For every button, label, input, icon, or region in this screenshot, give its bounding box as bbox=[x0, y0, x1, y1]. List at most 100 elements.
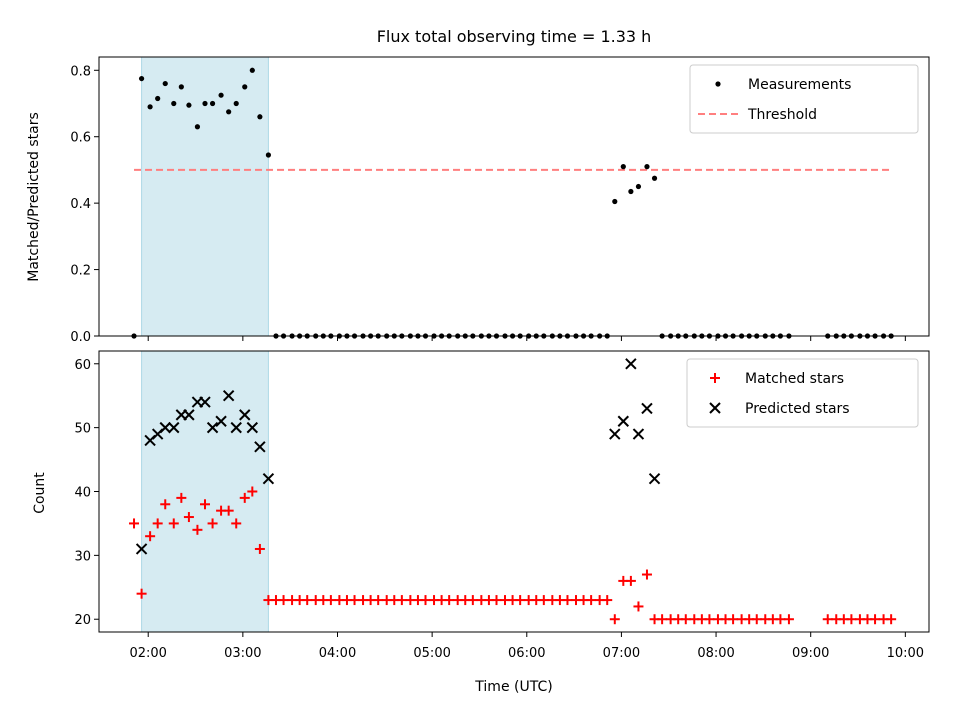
predicted-star-stroke bbox=[159, 421, 171, 434]
shaded-region bbox=[141, 56, 269, 337]
predicted-star-point bbox=[617, 415, 630, 427]
matched-star-point bbox=[444, 595, 455, 606]
bottom-legend: Matched stars Predicted stars bbox=[686, 358, 919, 428]
predicted-star-point bbox=[254, 441, 266, 453]
matched-star-point bbox=[586, 595, 597, 606]
legend-label: Threshold bbox=[747, 107, 817, 123]
matched-star-point bbox=[609, 614, 620, 625]
matched-star-point bbox=[239, 492, 250, 503]
legend-box bbox=[689, 64, 919, 134]
predicted-star-point bbox=[206, 421, 219, 434]
y-tick-label: 0.2 bbox=[70, 264, 91, 279]
measurement-point bbox=[194, 124, 201, 130]
legend-label: Predicted stars bbox=[745, 401, 850, 417]
bottom-panel: 20 30 40 50 60 02:00 03:00 04:00 05:00 06:00 07:00… bbox=[74, 350, 930, 661]
x-tick-label: 02:00 bbox=[129, 646, 166, 661]
y-tick-label: 20 bbox=[74, 613, 91, 628]
matched-star-point bbox=[846, 614, 857, 625]
matched-star-point bbox=[136, 588, 147, 599]
legend-measurement-marker bbox=[715, 81, 721, 87]
measurement-point bbox=[644, 164, 650, 170]
top-legend: Measurements Threshold bbox=[689, 64, 919, 134]
matched-star-point bbox=[183, 512, 194, 523]
predicted-star-stroke bbox=[199, 396, 211, 408]
matched-star-point bbox=[192, 524, 203, 535]
matched-star-point bbox=[396, 595, 407, 606]
predicted-star-stroke bbox=[222, 389, 235, 402]
matched-star-point bbox=[223, 505, 234, 516]
x-axis-label: Time (UTC) bbox=[474, 679, 552, 695]
matched-star-point bbox=[641, 569, 652, 580]
matched-star-point bbox=[625, 575, 636, 586]
measurement-point bbox=[171, 100, 177, 107]
matched-star-point bbox=[420, 595, 431, 606]
predicted-star-stroke bbox=[648, 473, 661, 485]
measurement-point bbox=[226, 109, 232, 115]
predicted-star-stroke bbox=[262, 473, 275, 485]
measurement-point bbox=[620, 164, 626, 170]
measurement-point bbox=[186, 102, 192, 108]
x-tick-label: 07:00 bbox=[603, 646, 640, 661]
matched-star-point bbox=[515, 595, 526, 606]
matched-star-point bbox=[207, 518, 218, 529]
measurement-point bbox=[242, 84, 248, 90]
axes-frame bbox=[98, 350, 930, 633]
measurement-point bbox=[162, 80, 168, 87]
matched-star-point bbox=[491, 595, 502, 606]
predicted-star-point bbox=[199, 396, 211, 408]
measurement-point bbox=[635, 183, 642, 190]
matched-star-point bbox=[728, 614, 739, 625]
top-panel: 0.0 0.2 0.4 0.6 0.8 bbox=[70, 56, 930, 345]
predicted-star-point bbox=[246, 421, 259, 434]
matched-star-point bbox=[302, 595, 313, 606]
x-tick-label: 09:00 bbox=[792, 646, 829, 661]
predicted-star-point bbox=[641, 402, 653, 415]
x-tick-label: 08:00 bbox=[697, 646, 734, 661]
y-tick-label: 50 bbox=[74, 422, 91, 437]
y-tick-label: 0.4 bbox=[70, 197, 91, 212]
measurement-point bbox=[202, 100, 208, 107]
measurement-point bbox=[651, 175, 658, 181]
matched-star-point bbox=[247, 486, 258, 497]
predicted-star-stroke bbox=[230, 421, 242, 434]
y-tick-label: 30 bbox=[74, 549, 91, 564]
legend-label: Measurements bbox=[748, 77, 851, 93]
measurement-point bbox=[249, 67, 255, 73]
matched-star-point bbox=[467, 595, 478, 606]
predicted-star-stroke bbox=[609, 428, 621, 440]
matched-star-point bbox=[602, 595, 613, 606]
matched-star-point bbox=[870, 614, 881, 625]
x-tick-label: 10:00 bbox=[887, 646, 924, 661]
chart-title: Flux total observing time = 1.33 h bbox=[377, 27, 652, 46]
matched-star-point bbox=[657, 614, 668, 625]
matched-star-point bbox=[349, 595, 360, 606]
matched-star-point bbox=[562, 595, 573, 606]
matched-star-point bbox=[176, 492, 187, 503]
y-tick-label: 60 bbox=[74, 358, 91, 373]
predicted-star-point bbox=[609, 428, 621, 440]
matched-star-point bbox=[822, 614, 833, 625]
predicted-star-stroke bbox=[215, 415, 227, 427]
x-tick-label: 04:00 bbox=[319, 646, 356, 661]
matched-star-point bbox=[129, 518, 140, 529]
measurement-point bbox=[178, 84, 184, 90]
matched-star-point bbox=[199, 499, 210, 510]
predicted-star-point bbox=[159, 421, 171, 434]
y-tick-label: 0.0 bbox=[70, 330, 91, 345]
y-tick-label: 40 bbox=[74, 486, 91, 501]
predicted-star-stroke bbox=[183, 409, 195, 421]
matched-star-point bbox=[231, 518, 242, 529]
measurement-point bbox=[209, 100, 216, 107]
x-tick-label: 05:00 bbox=[413, 646, 450, 661]
measurement-point bbox=[138, 75, 145, 82]
y-tick-label: 0.6 bbox=[70, 131, 91, 146]
matched-star-point bbox=[168, 518, 179, 529]
measurement-point bbox=[233, 100, 239, 107]
matched-star-point bbox=[538, 595, 549, 606]
predicted-star-point bbox=[183, 409, 195, 421]
measurement-point bbox=[612, 198, 618, 205]
predicted-star-point bbox=[168, 421, 180, 434]
predicted-star-point bbox=[648, 473, 661, 485]
predicted-star-point bbox=[625, 358, 637, 370]
predicted-star-point bbox=[222, 389, 235, 402]
